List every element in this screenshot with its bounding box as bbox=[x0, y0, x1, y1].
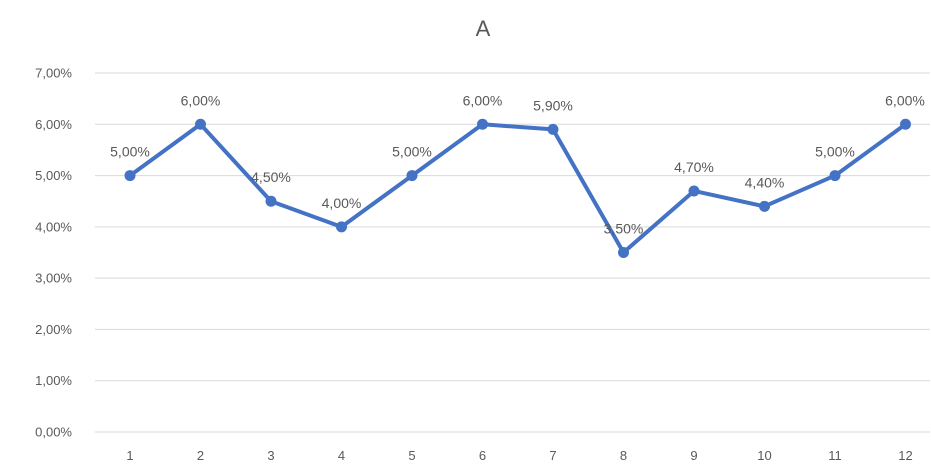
data-point bbox=[265, 195, 277, 207]
y-axis-tick-labels: 0,00% 1,00% 2,00% 3,00% 4,00% 5,00% 6,00% 7,00% bbox=[35, 66, 72, 440]
data-label: 6,00% bbox=[181, 92, 221, 108]
y-tick-label: 2,00% bbox=[35, 322, 72, 337]
data-label: 6,00% bbox=[463, 92, 503, 108]
x-tick-label: 5 bbox=[408, 448, 415, 463]
series-line bbox=[128, 122, 908, 255]
y-tick-label: 7,00% bbox=[35, 66, 72, 81]
y-tick-label: 5,00% bbox=[35, 168, 72, 183]
x-tick-label: 8 bbox=[620, 448, 627, 463]
gridlines bbox=[95, 72, 930, 433]
data-point bbox=[618, 247, 629, 258]
data-point bbox=[195, 118, 206, 130]
data-point bbox=[829, 170, 841, 182]
data-label: 4,40% bbox=[745, 174, 785, 190]
y-tick-label: 3,00% bbox=[35, 271, 72, 286]
data-point bbox=[406, 170, 418, 182]
data-point bbox=[688, 185, 700, 197]
x-tick-label: 1 bbox=[126, 448, 133, 463]
x-axis-tick-labels: 1 2 3 4 5 6 7 8 9 10 11 12 bbox=[126, 448, 912, 463]
data-label: 4,50% bbox=[251, 169, 291, 185]
chart-title: A bbox=[476, 16, 491, 41]
data-point bbox=[477, 118, 488, 130]
y-tick-label: 0,00% bbox=[35, 425, 72, 440]
x-tick-label: 10 bbox=[757, 448, 771, 463]
data-label: 5,00% bbox=[392, 144, 432, 160]
data-label: 5,00% bbox=[110, 144, 150, 160]
x-tick-label: 9 bbox=[690, 448, 697, 463]
x-tick-label: 3 bbox=[267, 448, 274, 463]
data-point bbox=[759, 200, 770, 212]
data-label: 5,90% bbox=[533, 97, 573, 113]
x-tick-label: 12 bbox=[898, 448, 912, 463]
data-point bbox=[900, 118, 911, 130]
data-point bbox=[547, 123, 559, 135]
y-tick-label: 6,00% bbox=[35, 117, 72, 132]
data-label: 5,00% bbox=[815, 144, 855, 160]
data-label: 4,00% bbox=[322, 195, 362, 211]
data-label: 6,00% bbox=[885, 92, 925, 108]
data-point bbox=[336, 221, 347, 233]
y-tick-label: 4,00% bbox=[35, 219, 72, 234]
x-tick-label: 7 bbox=[549, 448, 556, 463]
x-tick-label: 6 bbox=[479, 448, 486, 463]
data-label: 3,50% bbox=[604, 221, 644, 237]
x-tick-label: 4 bbox=[338, 448, 345, 463]
x-tick-label: 11 bbox=[828, 448, 842, 463]
data-label: 4,70% bbox=[674, 159, 714, 175]
series-polyline bbox=[128, 122, 908, 255]
data-points bbox=[124, 118, 911, 258]
y-tick-label: 1,00% bbox=[35, 373, 72, 388]
data-point bbox=[124, 170, 136, 182]
data-labels: 5,00% 6,00% 4,50% 4,00% 5,00% 6,00% 5,90% 3,50%… bbox=[110, 92, 925, 236]
x-tick-label: 2 bbox=[197, 448, 204, 463]
